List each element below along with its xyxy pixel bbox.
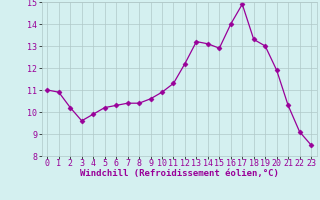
X-axis label: Windchill (Refroidissement éolien,°C): Windchill (Refroidissement éolien,°C) bbox=[80, 169, 279, 178]
